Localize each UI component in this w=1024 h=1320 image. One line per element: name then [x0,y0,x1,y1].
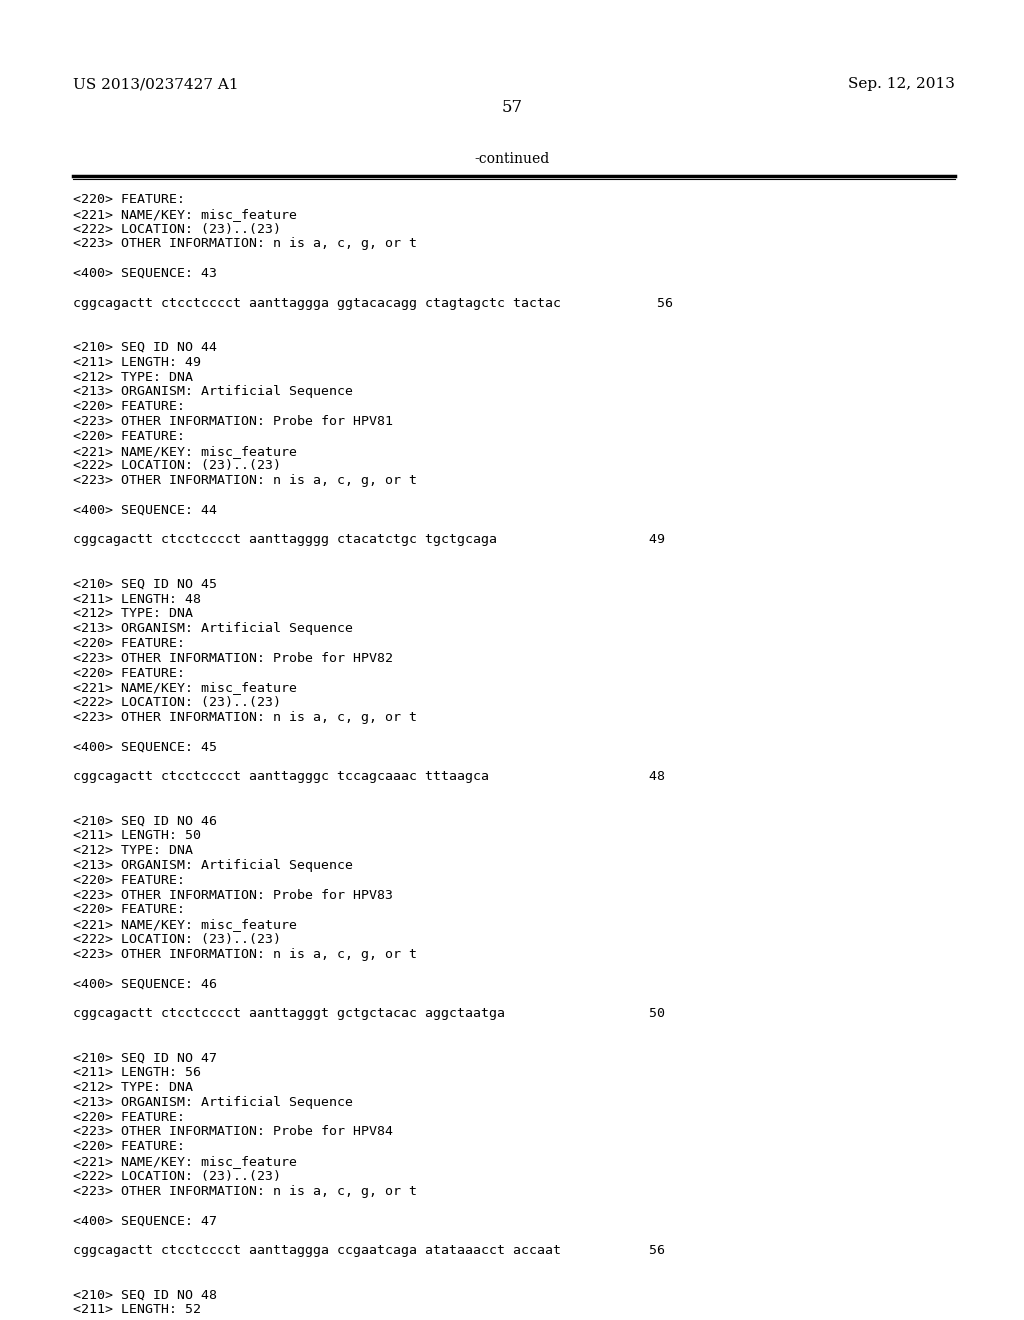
Text: <220> FEATURE:: <220> FEATURE: [73,400,185,413]
Text: <212> TYPE: DNA: <212> TYPE: DNA [73,845,193,857]
Text: <223> OTHER INFORMATION: n is a, c, g, or t: <223> OTHER INFORMATION: n is a, c, g, o… [73,1184,417,1197]
Text: <220> FEATURE:: <220> FEATURE: [73,1140,185,1154]
Text: cggcagactt ctcctcccct aanttagggg ctacatctgc tgctgcaga                   49: cggcagactt ctcctcccct aanttagggg ctacatc… [73,533,665,546]
Text: <211> LENGTH: 50: <211> LENGTH: 50 [73,829,201,842]
Text: <400> SEQUENCE: 43: <400> SEQUENCE: 43 [73,267,217,280]
Text: <220> FEATURE:: <220> FEATURE: [73,193,185,206]
Text: 57: 57 [502,99,522,116]
Text: <210> SEQ ID NO 44: <210> SEQ ID NO 44 [73,341,217,354]
Text: <223> OTHER INFORMATION: n is a, c, g, or t: <223> OTHER INFORMATION: n is a, c, g, o… [73,238,417,251]
Text: <223> OTHER INFORMATION: n is a, c, g, or t: <223> OTHER INFORMATION: n is a, c, g, o… [73,711,417,723]
Text: <221> NAME/KEY: misc_feature: <221> NAME/KEY: misc_feature [73,207,297,220]
Text: <210> SEQ ID NO 46: <210> SEQ ID NO 46 [73,814,217,828]
Text: <213> ORGANISM: Artificial Sequence: <213> ORGANISM: Artificial Sequence [73,385,353,399]
Text: cggcagactt ctcctcccct aanttagggt gctgctacac aggctaatga                  50: cggcagactt ctcctcccct aanttagggt gctgcta… [73,1007,665,1020]
Text: <223> OTHER INFORMATION: n is a, c, g, or t: <223> OTHER INFORMATION: n is a, c, g, o… [73,948,417,961]
Text: <213> ORGANISM: Artificial Sequence: <213> ORGANISM: Artificial Sequence [73,622,353,635]
Text: <220> FEATURE:: <220> FEATURE: [73,638,185,649]
Text: <211> LENGTH: 48: <211> LENGTH: 48 [73,593,201,606]
Text: <223> OTHER INFORMATION: Probe for HPV82: <223> OTHER INFORMATION: Probe for HPV82 [73,652,393,665]
Text: <220> FEATURE:: <220> FEATURE: [73,1110,185,1123]
Text: <211> LENGTH: 52: <211> LENGTH: 52 [73,1303,201,1316]
Text: <221> NAME/KEY: misc_feature: <221> NAME/KEY: misc_feature [73,445,297,458]
Text: -continued: -continued [474,152,550,166]
Text: <210> SEQ ID NO 45: <210> SEQ ID NO 45 [73,578,217,591]
Text: <222> LOCATION: (23)..(23): <222> LOCATION: (23)..(23) [73,223,281,235]
Text: <400> SEQUENCE: 44: <400> SEQUENCE: 44 [73,504,217,517]
Text: <210> SEQ ID NO 47: <210> SEQ ID NO 47 [73,1052,217,1064]
Text: <400> SEQUENCE: 47: <400> SEQUENCE: 47 [73,1214,217,1228]
Text: <223> OTHER INFORMATION: Probe for HPV81: <223> OTHER INFORMATION: Probe for HPV81 [73,414,393,428]
Text: <213> ORGANISM: Artificial Sequence: <213> ORGANISM: Artificial Sequence [73,1096,353,1109]
Text: <221> NAME/KEY: misc_feature: <221> NAME/KEY: misc_feature [73,919,297,931]
Text: <210> SEQ ID NO 48: <210> SEQ ID NO 48 [73,1288,217,1302]
Text: <213> ORGANISM: Artificial Sequence: <213> ORGANISM: Artificial Sequence [73,859,353,873]
Text: cggcagactt ctcctcccct aanttagggc tccagcaaac tttaagca                    48: cggcagactt ctcctcccct aanttagggc tccagca… [73,770,665,783]
Text: <222> LOCATION: (23)..(23): <222> LOCATION: (23)..(23) [73,459,281,473]
Text: <222> LOCATION: (23)..(23): <222> LOCATION: (23)..(23) [73,1170,281,1183]
Text: <211> LENGTH: 49: <211> LENGTH: 49 [73,356,201,368]
Text: <223> OTHER INFORMATION: Probe for HPV84: <223> OTHER INFORMATION: Probe for HPV84 [73,1126,393,1138]
Text: <223> OTHER INFORMATION: n is a, c, g, or t: <223> OTHER INFORMATION: n is a, c, g, o… [73,474,417,487]
Text: <211> LENGTH: 56: <211> LENGTH: 56 [73,1067,201,1080]
Text: <223> OTHER INFORMATION: Probe for HPV83: <223> OTHER INFORMATION: Probe for HPV83 [73,888,393,902]
Text: <212> TYPE: DNA: <212> TYPE: DNA [73,607,193,620]
Text: US 2013/0237427 A1: US 2013/0237427 A1 [73,77,239,91]
Text: <222> LOCATION: (23)..(23): <222> LOCATION: (23)..(23) [73,933,281,946]
Text: <221> NAME/KEY: misc_feature: <221> NAME/KEY: misc_feature [73,1155,297,1168]
Text: <400> SEQUENCE: 45: <400> SEQUENCE: 45 [73,741,217,754]
Text: <400> SEQUENCE: 46: <400> SEQUENCE: 46 [73,977,217,990]
Text: cggcagactt ctcctcccct aanttaggga ccgaatcaga atataaacct accaat           56: cggcagactt ctcctcccct aanttaggga ccgaatc… [73,1243,665,1257]
Text: <220> FEATURE:: <220> FEATURE: [73,667,185,680]
Text: <212> TYPE: DNA: <212> TYPE: DNA [73,371,193,384]
Text: cggcagactt ctcctcccct aanttaggga ggtacacagg ctagtagctc tactac            56: cggcagactt ctcctcccct aanttaggga ggtacac… [73,297,673,310]
Text: <220> FEATURE:: <220> FEATURE: [73,903,185,916]
Text: <221> NAME/KEY: misc_feature: <221> NAME/KEY: misc_feature [73,681,297,694]
Text: Sep. 12, 2013: Sep. 12, 2013 [848,77,955,91]
Text: <212> TYPE: DNA: <212> TYPE: DNA [73,1081,193,1094]
Text: <220> FEATURE:: <220> FEATURE: [73,874,185,887]
Text: <220> FEATURE:: <220> FEATURE: [73,430,185,442]
Text: <222> LOCATION: (23)..(23): <222> LOCATION: (23)..(23) [73,696,281,709]
